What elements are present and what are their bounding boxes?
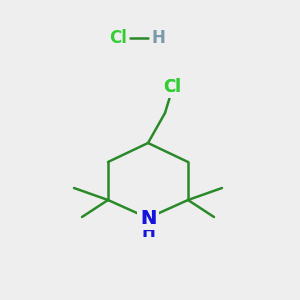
Text: Cl: Cl	[163, 78, 181, 96]
Text: Cl: Cl	[163, 78, 181, 96]
Text: H: H	[141, 223, 155, 241]
Text: H: H	[151, 29, 165, 47]
Text: N: N	[140, 208, 156, 227]
Text: Cl: Cl	[109, 29, 127, 47]
Text: N: N	[140, 208, 156, 227]
Text: N: N	[140, 208, 156, 227]
